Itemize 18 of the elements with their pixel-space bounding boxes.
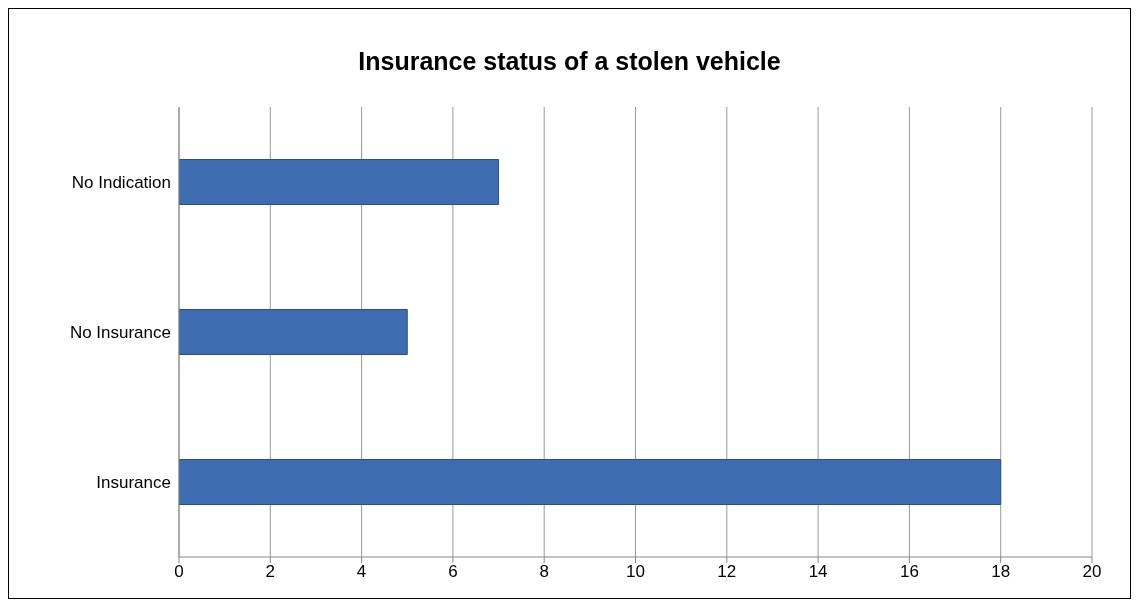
x-tick-label: 20 <box>1082 562 1102 582</box>
x-tick-label: 8 <box>539 562 549 582</box>
y-tick-label: No Indication <box>71 173 171 193</box>
x-tick-label: 10 <box>626 562 645 582</box>
y-tick-label: No Insurance <box>69 323 171 343</box>
x-tick-label: 16 <box>899 562 919 582</box>
x-tick-label: 4 <box>356 562 367 582</box>
x-tick-label: 18 <box>991 562 1011 582</box>
x-tick-label: 14 <box>808 562 828 582</box>
bar <box>179 309 408 355</box>
x-tick-label: 2 <box>265 562 276 582</box>
y-tick-label: Insurance <box>96 473 171 493</box>
x-tick-label: 6 <box>448 562 458 582</box>
bar <box>179 459 1002 505</box>
x-tick-label: 12 <box>717 562 737 582</box>
bar <box>179 159 500 205</box>
chart-title: Insurance status of a stolen vehicle <box>357 46 782 77</box>
x-tick-label: 0 <box>174 562 184 582</box>
